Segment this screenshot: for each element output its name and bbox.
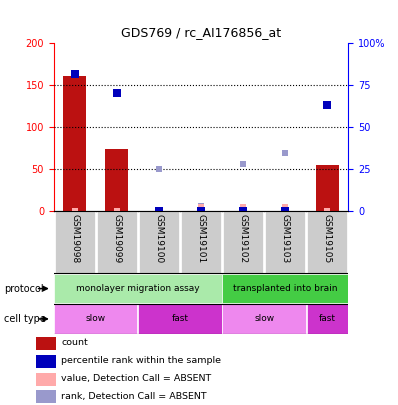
Bar [55,211,95,273]
Text: GSM19105: GSM19105 [323,214,332,263]
Bar [35,355,56,368]
Text: cell type: cell type [4,314,46,324]
Bar [138,305,222,334]
Text: transplanted into brain: transplanted into brain [233,284,338,293]
Point [114,207,120,214]
Text: GSM19100: GSM19100 [154,214,164,263]
Point [156,165,162,172]
Text: fast: fast [319,314,336,324]
Point [240,160,246,167]
Text: slow: slow [86,314,106,324]
Bar [97,211,137,273]
Bar [265,211,305,273]
Point [114,90,120,96]
Bar [105,149,129,211]
Point [282,204,288,211]
Point [156,207,162,214]
Title: GDS769 / rc_AI176856_at: GDS769 / rc_AI176856_at [121,26,281,38]
Bar [54,305,137,334]
Point [114,207,120,214]
Point [72,207,78,214]
Text: slow: slow [254,314,274,324]
Point [198,202,204,209]
Bar [181,211,221,273]
Bar [223,211,263,273]
Bar [222,274,348,303]
Text: GSM19098: GSM19098 [70,214,79,263]
Text: value, Detection Call = ABSENT: value, Detection Call = ABSENT [61,374,211,383]
Bar [307,211,347,273]
Point [324,102,330,108]
Text: GSM19101: GSM19101 [197,214,205,263]
Text: fast: fast [172,314,188,324]
Bar [139,211,179,273]
Text: monolayer migration assay: monolayer migration assay [76,284,200,293]
Bar [54,274,222,303]
Text: rank, Detection Call = ABSENT: rank, Detection Call = ABSENT [61,392,207,401]
Text: percentile rank within the sample: percentile rank within the sample [61,356,221,365]
Point [198,204,204,211]
Bar [35,337,56,350]
Point [282,150,288,157]
Point [156,207,162,214]
Bar [35,390,56,403]
Bar [63,76,86,211]
Text: GSM19102: GSM19102 [238,214,248,263]
Point [72,71,78,78]
Bar [306,305,348,334]
Text: GSM19099: GSM19099 [112,214,121,263]
Point [198,207,204,214]
Text: count: count [61,339,88,347]
Text: GSM19103: GSM19103 [281,214,290,263]
Point [72,207,78,214]
Bar [222,305,306,334]
Bar [35,373,56,386]
Text: protocol: protocol [4,284,44,294]
Point [240,207,246,214]
Point [324,207,330,214]
Point [282,207,288,214]
Bar [316,165,339,211]
Point [240,204,246,211]
Point [324,207,330,214]
